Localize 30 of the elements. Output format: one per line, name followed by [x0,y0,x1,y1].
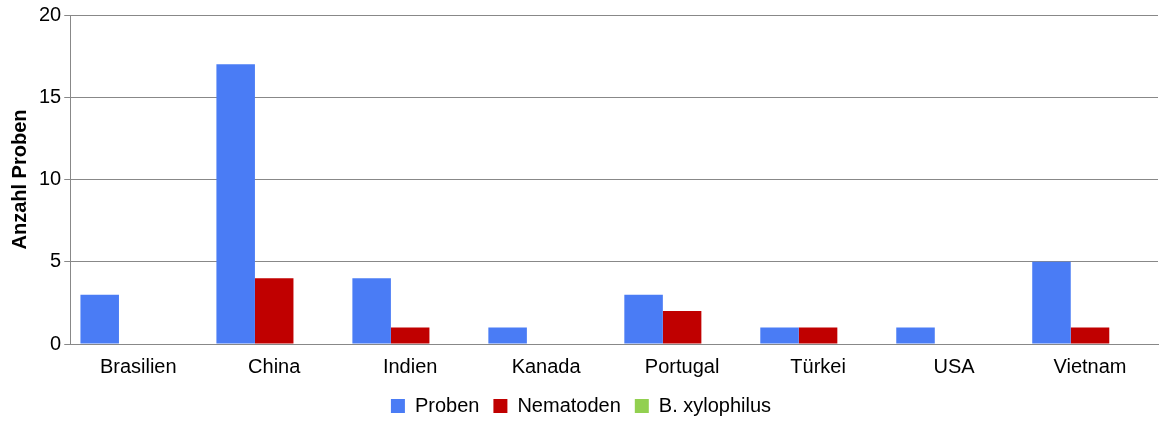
y-tick-label: 20 [39,2,62,25]
y-tick-label: 5 [50,249,62,272]
bar [760,327,799,344]
bar [1070,327,1110,344]
x-tick-label: Portugal [644,354,720,377]
bar [254,278,294,344]
bar [352,278,391,344]
x-tick-label: Indien [382,354,438,377]
bar [896,327,935,344]
legend-label: Nematoden [517,393,621,416]
x-tick-label: Brasilien [99,354,177,377]
bar [80,294,119,344]
bar [624,294,663,344]
x-tick-label: USA [933,354,976,377]
bar [662,311,702,344]
legend-label: Proben [414,393,480,416]
x-tick-label: Türkei [790,354,846,377]
y-tick-label: 0 [50,331,62,354]
legend-label: B. xylophilus [658,393,772,416]
y-tick-label: 10 [39,167,62,190]
bar [390,327,430,344]
bar [798,327,838,344]
bar [488,327,527,344]
x-tick-label: China [248,354,302,377]
y-tick-label: 15 [39,84,62,107]
x-tick-label: Vietnam [1053,354,1127,377]
bar [1032,261,1071,344]
x-tick-label: Kanada [511,354,582,377]
bar [216,64,255,344]
y-axis-title: Anzahl Proben [7,109,30,250]
